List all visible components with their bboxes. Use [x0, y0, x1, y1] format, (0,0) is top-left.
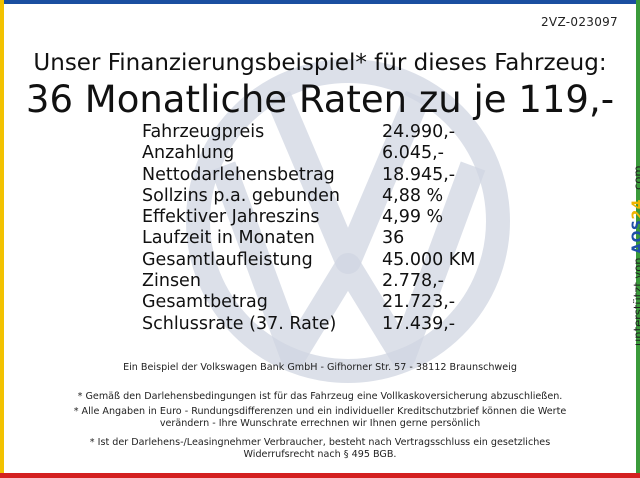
- finance-row-label: Sollzins p.a. gebunden: [142, 185, 341, 206]
- finance-row-label: Anzahlung: [142, 143, 235, 164]
- financing-headline: Unser Finanzierungsbeispiel* für dieses …: [33, 50, 607, 76]
- finance-row-value: 36: [382, 228, 405, 249]
- bank-disclaimer: Ein Beispiel der Volkswagen Bank GmbH - …: [123, 362, 517, 373]
- finance-row-value: 4,99 %: [382, 207, 444, 228]
- finance-row-value: 18.945,-: [382, 164, 456, 185]
- withdrawal-note-line1: * Ist der Darlehens-/Leasingnehmer Verbr…: [89, 437, 551, 448]
- rounding-note-line2: verändern - Ihre Wunschrate errechnen wi…: [159, 418, 481, 429]
- finance-row-value: 45.000 KM: [382, 249, 476, 270]
- supported-by-text: unterstützt von: [631, 257, 640, 346]
- finance-row-value: 24.990,-: [382, 122, 456, 142]
- monthly-rate-headline: 36 Monatliche Raten zu je 119,-: [25, 78, 615, 121]
- rounding-note-line1: * Alle Angaben in Euro - Rundungsdiffere…: [73, 406, 567, 417]
- vehicle-reference-id: 2VZ-023097: [541, 15, 618, 29]
- finance-row-value: 2.778,-: [382, 271, 444, 292]
- finance-row-label: Gesamtbetrag: [142, 292, 268, 313]
- insurance-note: * Gemäß den Darlehensbedingungen ist für…: [77, 391, 563, 402]
- rounding-note: * Alle Angaben in Euro - Rundungsdiffere…: [30, 406, 610, 430]
- finance-row-label: Fahrzeugpreis: [142, 122, 265, 142]
- frame-top-border: [0, 0, 640, 4]
- supported-by-sidebar: unterstützt von AOS24 .com: [630, 165, 640, 346]
- brand-part-24: 24: [630, 199, 640, 220]
- frame-left-border: [0, 0, 4, 478]
- finance-row-label: Schlussrate (37. Rate): [142, 313, 337, 334]
- finance-row-label: Zinsen: [142, 271, 201, 292]
- finance-row-label: Nettodarlehensbetrag: [142, 164, 335, 185]
- finance-row-value: 17.439,-: [382, 313, 456, 334]
- finance-row-value: 4,88 %: [382, 185, 444, 206]
- finance-row-label: Gesamtlaufleistung: [142, 249, 313, 270]
- finance-row-value: 21.723,-: [382, 292, 456, 313]
- frame-bottom-border: [0, 473, 640, 478]
- finance-row-value: 6.045,-: [382, 143, 444, 164]
- withdrawal-note: * Ist der Darlehens-/Leasingnehmer Verbr…: [30, 437, 610, 461]
- brand-domain: .com: [631, 165, 640, 194]
- withdrawal-note-line2: Widerrufsrecht nach § 495 BGB.: [243, 449, 397, 460]
- finance-row-label: Effektiver Jahreszins: [142, 207, 320, 228]
- brand-part-aos: AOS: [630, 219, 640, 254]
- frame-right-border: [636, 0, 640, 478]
- aos24-brand-logo[interactable]: AOS24: [630, 194, 640, 254]
- finance-row-label: Laufzeit in Monaten: [142, 228, 315, 249]
- vw-logo-watermark-icon: [186, 59, 510, 383]
